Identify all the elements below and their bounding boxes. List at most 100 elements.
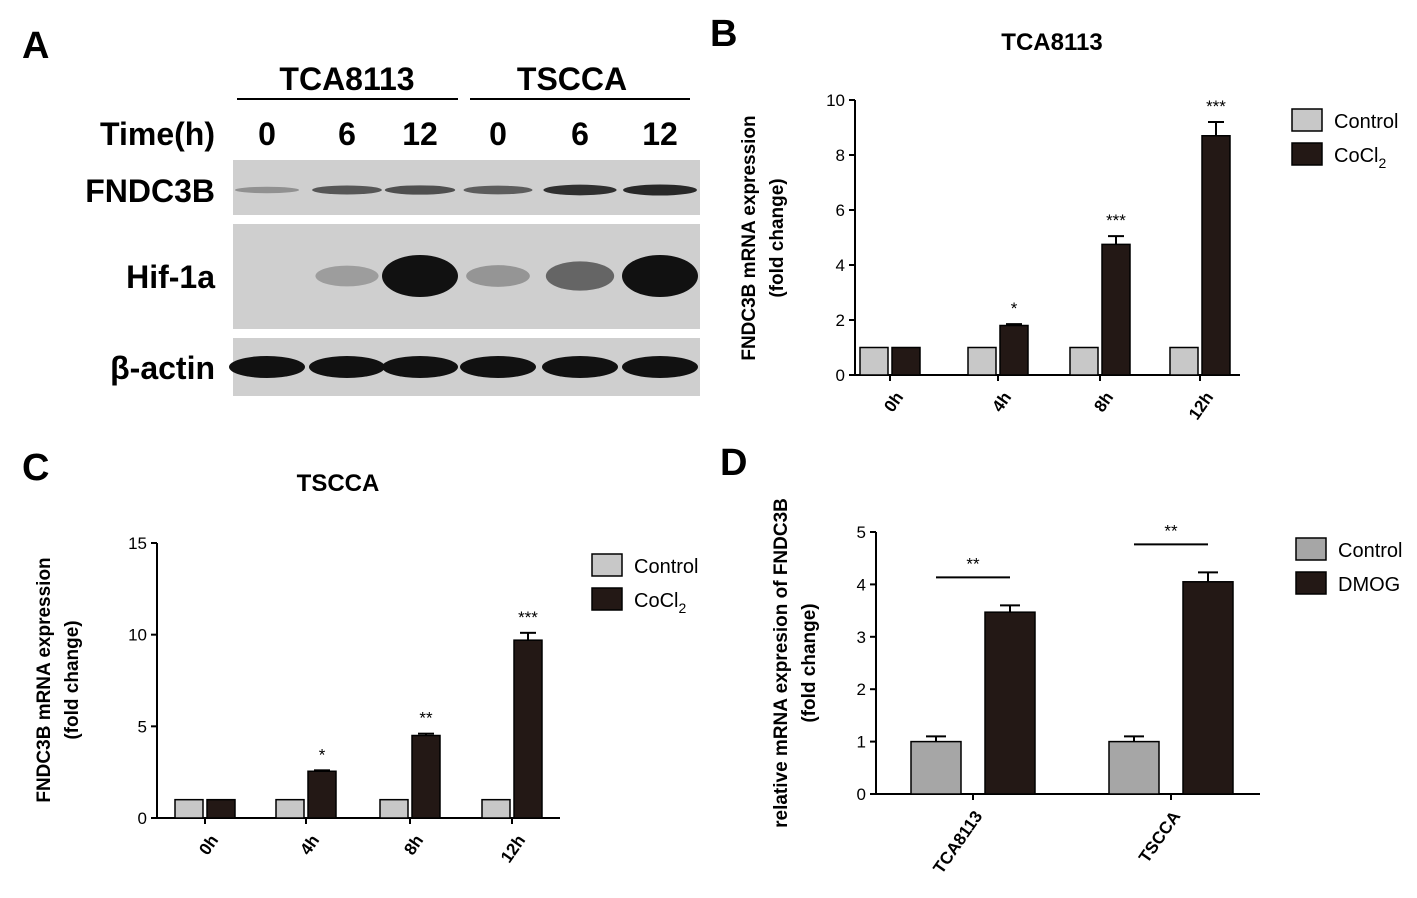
time-label: 0 [258,116,276,152]
x-tick-label: 0h [195,831,222,858]
panel-c-chart: C TSCCA FNDC3B mRNA expression (fold chang… [22,447,698,866]
blot-band [542,356,618,378]
blot-band [623,184,697,196]
legend-label-cocl: CoCl2 [1334,145,1386,171]
significance-marker: *** [518,608,538,627]
chart-title: TSCCA [297,470,380,497]
blot-row-fndc3b: FNDC3B [85,160,700,215]
significance-marker: *** [1106,211,1126,230]
blot-band [545,261,615,291]
panel-d-chart: D relative mRNA expresion of FNDC3B (fold… [720,442,1402,877]
bar-dmog-tca8113 [984,611,1036,795]
y-tick-label: 0 [836,366,845,385]
legend-label-text: Control [1338,540,1402,562]
blot-rows: FNDC3B Hif-1a β-actin [85,160,700,396]
blot-membrane [233,160,700,215]
bar-control-0h [174,798,204,819]
legend-swatch-cocl [591,587,623,611]
blot-band [312,185,382,195]
y-tick-label: 8 [836,146,845,165]
panel-b-chart: B TCA8113 FNDC3B mRNA expression (fold cha… [710,13,1398,423]
bar-chart-b: TCA8113 FNDC3B mRNA expression (fold chang… [739,29,1398,423]
y-axis-label: (fold change) [767,178,788,297]
bar-control-8h [379,798,409,819]
y-tick-label: 5 [857,523,866,542]
y-tick-label: 2 [836,311,845,330]
legend-swatch-control [1295,537,1327,561]
y-tick-label: 6 [836,201,845,220]
x-tick-label: TCA8113 [930,807,987,877]
bar-control-tscca [1108,740,1160,795]
x-tick-label: 12h [1185,388,1217,423]
legend-label-control: Control [634,556,698,578]
legend-swatch-cocl [1291,142,1323,166]
blot-row-hif-1a: Hif-1a [126,224,700,329]
blot-band [622,356,698,378]
panel-letter-c: C [22,447,49,489]
legend-swatch-control [1291,108,1323,132]
bar-control-0h [859,346,889,376]
significance-marker: *** [1206,97,1226,116]
time-label: 6 [338,116,356,152]
blot-band [466,265,530,287]
time-axis-label: Time(h) [100,116,215,152]
blot-band [463,185,533,195]
blot-band [543,184,617,196]
y-tick-label: 0 [138,809,147,828]
blot-band [382,255,458,297]
y-tick-label: 5 [138,717,147,736]
legend-label-text: CoCl [1334,145,1378,167]
bar-control-4h [967,346,997,376]
blot-row-label: FNDC3B [85,173,215,209]
time-label: 6 [571,116,589,152]
legend-label-text: DMOG [1338,574,1400,596]
y-tick-label: 4 [857,575,866,594]
significance-marker: * [319,745,326,764]
bar-cocl-12h [513,639,543,819]
legend-label-text: CoCl [634,590,678,612]
legend-label-text: Control [634,556,698,578]
legend-label-cocl: CoCl2 [634,590,686,616]
bar-chart-d: relative mRNA expresion of FNDC3B (fold c… [771,498,1402,877]
bar-cocl-8h [1101,243,1131,376]
bar-cocl-0h [891,346,921,376]
x-tick-label: TSCCA [1135,807,1184,866]
y-axis-label: (fold change) [62,620,83,739]
panel-letter-a: A [22,25,49,67]
y-axis-label: FNDC3B mRNA expression [739,115,760,360]
significance-marker: ** [1164,521,1178,540]
blot-row-actin: β-actin [110,338,700,396]
panel-letter-b: B [710,13,737,55]
time-label: 12 [402,116,438,152]
panel-letter-d: D [720,442,747,484]
blot-band [234,186,300,194]
blot-band [229,356,305,378]
bar-cocl-4h [307,770,337,819]
legend-label-text: Control [1334,111,1398,133]
y-axis-label: (fold change) [799,603,820,722]
y-tick-label: 1 [857,733,866,752]
x-tick-label: 4h [296,831,323,858]
blot-band [315,265,379,287]
blot-band [460,356,536,378]
bar-chart-c: TSCCA FNDC3B mRNA expression (fold change)… [34,470,698,866]
x-tick-label: 4h [988,388,1015,415]
y-tick-label: 10 [826,91,845,110]
cell-line-label-tca8113: TCA8113 [279,61,414,97]
x-tick-label: 8h [400,831,427,858]
blot-row-label: Hif-1a [126,259,215,295]
legend-label-control: Control [1338,540,1402,562]
bar-dmog-tscca [1182,581,1234,795]
bar-cocl-12h [1201,135,1231,376]
y-tick-label: 10 [128,626,147,645]
blot-row-label: β-actin [110,350,215,386]
time-label: 0 [489,116,507,152]
x-tick-label: 0h [880,388,907,415]
cell-line-label-tscca: TSCCA [517,61,627,97]
time-label: 12 [642,116,678,152]
bar-control-8h [1069,346,1099,376]
x-tick-label: 8h [1090,388,1117,415]
panel-a-western-blot: A TCA8113 TSCCA Time(h) 0 6 12 0 6 12 FNDC3B H… [22,25,700,396]
bar-control-tca8113 [910,740,962,795]
time-labels: 0 6 12 0 6 12 [258,116,678,152]
